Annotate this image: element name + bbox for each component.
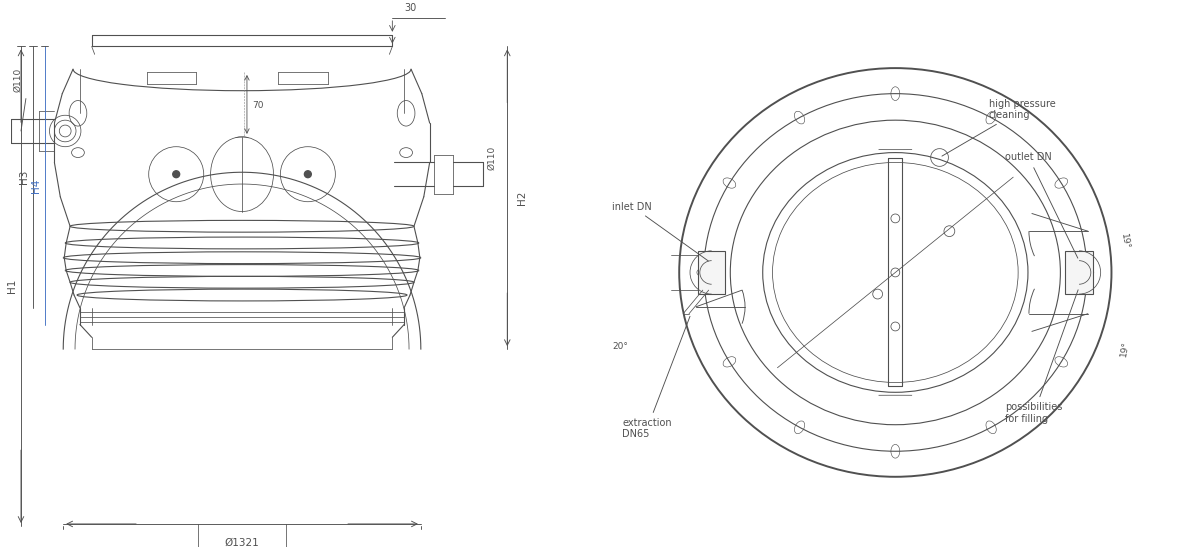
Text: Ø110: Ø110 bbox=[487, 145, 497, 170]
Text: 20°: 20° bbox=[612, 342, 629, 351]
Text: 19°: 19° bbox=[1120, 341, 1130, 358]
Text: high pressure
cleaning: high pressure cleaning bbox=[942, 99, 1056, 156]
Text: extraction
DN65: extraction DN65 bbox=[623, 316, 690, 440]
Text: Ø1321: Ø1321 bbox=[224, 538, 259, 548]
Text: Ø110: Ø110 bbox=[13, 67, 22, 91]
Bar bbox=[1066, 251, 1093, 294]
Text: 70: 70 bbox=[252, 101, 263, 110]
Bar bbox=[698, 251, 725, 294]
Circle shape bbox=[305, 171, 311, 177]
Text: inlet DN: inlet DN bbox=[612, 202, 708, 261]
Text: H1: H1 bbox=[7, 279, 17, 293]
Text: outlet DN: outlet DN bbox=[1006, 153, 1078, 258]
Text: 30: 30 bbox=[404, 3, 416, 13]
Text: 19°: 19° bbox=[1120, 233, 1130, 250]
Circle shape bbox=[173, 171, 180, 177]
Text: H2: H2 bbox=[517, 191, 527, 205]
Text: possibilities
for filling: possibilities for filling bbox=[1006, 290, 1078, 424]
Text: H3: H3 bbox=[19, 170, 29, 185]
Text: H4: H4 bbox=[31, 179, 41, 193]
